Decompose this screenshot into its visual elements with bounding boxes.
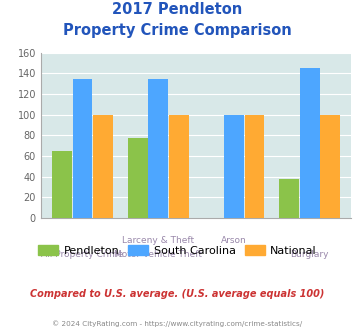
Bar bbox=[148, 79, 168, 218]
Text: 2017 Pendleton: 2017 Pendleton bbox=[113, 2, 242, 16]
Bar bbox=[52, 151, 72, 218]
Text: Property Crime Comparison: Property Crime Comparison bbox=[63, 23, 292, 38]
Bar bbox=[279, 179, 299, 218]
Text: Motor Vehicle Theft: Motor Vehicle Theft bbox=[114, 250, 202, 259]
Bar bbox=[300, 68, 320, 218]
Text: © 2024 CityRating.com - https://www.cityrating.com/crime-statistics/: © 2024 CityRating.com - https://www.city… bbox=[53, 321, 302, 327]
Bar bbox=[73, 79, 92, 218]
Bar bbox=[224, 115, 244, 218]
Bar bbox=[128, 138, 148, 218]
Text: Larceny & Theft: Larceny & Theft bbox=[122, 236, 194, 245]
Text: Burglary: Burglary bbox=[290, 250, 329, 259]
Bar bbox=[320, 115, 340, 218]
Text: All Property Crime: All Property Crime bbox=[41, 250, 124, 259]
Bar bbox=[169, 115, 189, 218]
Bar bbox=[245, 115, 264, 218]
Bar bbox=[93, 115, 113, 218]
Text: Compared to U.S. average. (U.S. average equals 100): Compared to U.S. average. (U.S. average … bbox=[30, 289, 325, 299]
Text: Arson: Arson bbox=[221, 236, 247, 245]
Legend: Pendleton, South Carolina, National: Pendleton, South Carolina, National bbox=[34, 241, 321, 260]
